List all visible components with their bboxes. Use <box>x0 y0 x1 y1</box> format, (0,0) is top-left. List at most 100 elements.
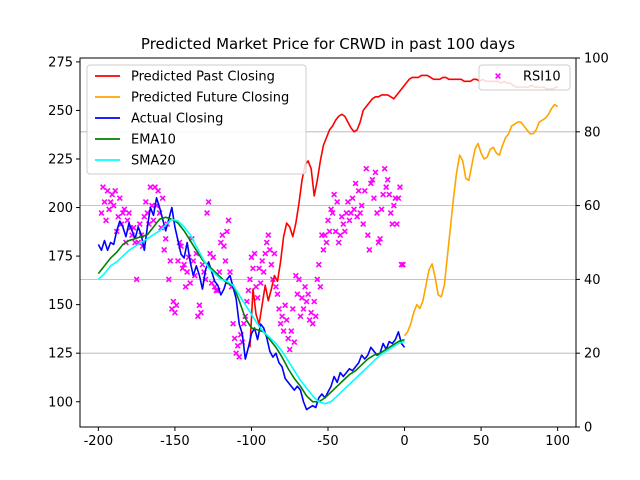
rsi-point <box>187 280 194 287</box>
y-tick-label: 175 <box>48 250 73 265</box>
rsi-point <box>197 309 204 316</box>
rsi-point <box>101 198 108 205</box>
rsi-point <box>364 232 371 239</box>
legend-rsi: RSI10 <box>478 64 571 91</box>
rsi-point <box>251 250 258 257</box>
rsi-point <box>328 206 335 213</box>
legend-label: Actual Closing <box>131 112 223 127</box>
legend-label: Predicted Past Closing <box>131 70 275 85</box>
rsi-point <box>142 198 149 205</box>
rsi-point <box>315 261 322 268</box>
rsi-point <box>190 257 197 264</box>
rsi-point <box>329 210 336 216</box>
rsi-point <box>115 213 122 220</box>
rsi-point <box>204 210 211 216</box>
rsi-point <box>210 254 217 261</box>
rsi-point <box>387 210 394 216</box>
rsi-point <box>372 169 379 176</box>
x-tick-label: -100 <box>237 434 267 449</box>
rsi-point <box>297 313 304 320</box>
rsi-point <box>383 184 390 191</box>
rsi-point <box>384 176 391 183</box>
rsi-point <box>280 328 287 335</box>
rsi-point <box>355 187 362 194</box>
rsi-point <box>106 206 113 213</box>
y-tick-label: 275 <box>48 55 73 70</box>
rsi-point <box>104 187 111 194</box>
rsi-layer <box>98 165 406 360</box>
legend-main-box <box>86 64 307 175</box>
rsi-point <box>299 294 305 301</box>
rsi-point <box>271 250 278 257</box>
rsi-point <box>227 269 233 275</box>
y-tick-label: 200 <box>48 201 73 216</box>
y2-tick-label: 60 <box>584 199 601 214</box>
rsi-point <box>182 283 189 290</box>
rsi-point <box>126 210 132 216</box>
rsi-point <box>220 243 227 250</box>
rsi-point <box>254 294 261 301</box>
rsi-point <box>337 232 344 239</box>
rsi-point <box>136 221 143 228</box>
rsi-point <box>321 232 328 239</box>
rsi-point <box>199 261 206 268</box>
rsi-point <box>358 202 365 209</box>
x-tick-label: -150 <box>160 434 190 449</box>
rsi-point <box>256 265 263 272</box>
rsi-point <box>300 305 307 312</box>
rsi-point <box>375 239 382 246</box>
rsi-point <box>295 276 302 283</box>
rsi-point <box>389 221 396 228</box>
series-line-ema10 <box>97 216 405 403</box>
rsi-point <box>236 353 243 360</box>
rsi-point <box>294 291 301 298</box>
rsi-point <box>175 257 181 264</box>
rsi-point <box>162 235 169 242</box>
rsi-point <box>395 195 402 202</box>
legend-rsi-label: RSI10 <box>523 70 561 85</box>
series-line-actual-closing <box>97 197 406 411</box>
rsi-point <box>246 276 253 283</box>
rsi-point <box>380 191 387 198</box>
rsi-point <box>234 342 241 349</box>
rsi-point <box>286 346 293 353</box>
rsi-point <box>159 195 166 202</box>
y2-tick-label: 0 <box>584 421 592 436</box>
y-tick-label: 100 <box>48 395 73 410</box>
rsi-point <box>184 269 191 275</box>
rsi-point <box>279 313 286 320</box>
y-tick-label: 125 <box>48 347 73 362</box>
rsi-point <box>325 217 331 224</box>
rsi-point <box>341 228 348 235</box>
rsi-point <box>361 187 368 194</box>
rsi-point <box>196 302 203 309</box>
x-tick-label: 50 <box>473 434 490 449</box>
rsi-point <box>257 280 264 287</box>
rsi-point <box>260 269 267 275</box>
rsi-point <box>272 283 279 290</box>
x-tick-label: 0 <box>400 434 408 449</box>
y2-tick-label: 40 <box>584 273 601 288</box>
rsi-point <box>98 210 105 216</box>
rsi-point <box>398 261 405 268</box>
legend-label: EMA10 <box>131 133 176 148</box>
x-tick-label: -200 <box>84 434 114 449</box>
rsi-point <box>171 309 178 316</box>
rsi-point <box>253 283 260 290</box>
rsi-point <box>390 202 397 209</box>
rsi-point <box>303 298 310 305</box>
legend-rsi-box <box>478 64 571 91</box>
rsi-point <box>173 302 180 309</box>
rsi-point <box>116 195 123 202</box>
rsi-point <box>386 191 393 198</box>
y-axis-right: 0 20 40 60 80 100 <box>576 52 609 436</box>
rsi-point <box>352 180 359 187</box>
rsi-point <box>381 165 388 172</box>
rsi-point <box>343 210 350 216</box>
rsi-point <box>150 217 157 224</box>
rsi-point <box>230 320 237 327</box>
rsi-point <box>291 339 298 346</box>
rsi-point <box>133 276 140 283</box>
rsi-point <box>309 320 316 327</box>
